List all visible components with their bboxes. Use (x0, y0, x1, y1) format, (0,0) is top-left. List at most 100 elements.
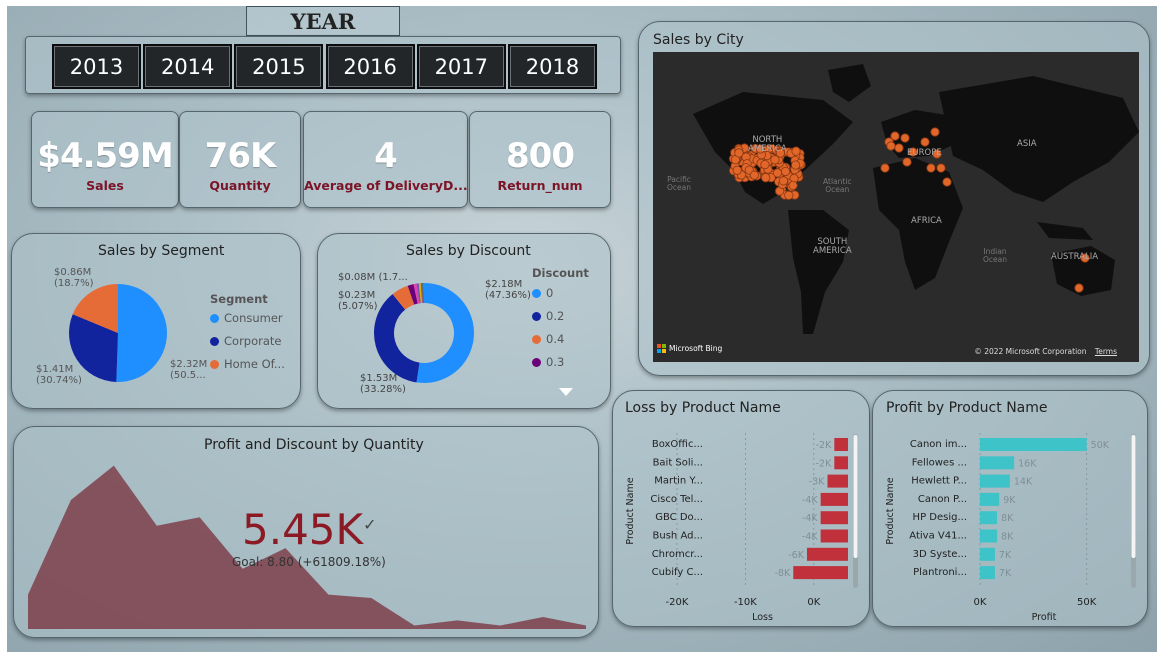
scrollbar-thumb[interactable] (1131, 435, 1136, 558)
city-dot[interactable] (760, 160, 770, 170)
city-dot[interactable] (936, 163, 946, 173)
city-dot[interactable] (732, 165, 742, 175)
city-dot[interactable] (886, 141, 896, 151)
kpi-card-returns[interactable]: 800 Return_num (469, 111, 611, 208)
loss-by-product-panel[interactable]: Loss by Product Name -20K -10K 0K BoxOffic.… (612, 390, 870, 627)
pie-slice-0[interactable] (116, 284, 168, 382)
bar[interactable] (834, 438, 848, 451)
year-button-2017[interactable]: 2017 (416, 44, 506, 89)
legend-item-home-office[interactable]: Home Of... (210, 357, 285, 371)
south-america-shape (788, 210, 849, 334)
legend-scroll-down-icon[interactable] (559, 388, 573, 396)
city-dot[interactable] (900, 133, 910, 143)
city-dot[interactable] (1074, 283, 1084, 293)
year-button-2018[interactable]: 2018 (508, 44, 597, 89)
scrollbar-thumb[interactable] (853, 435, 858, 558)
profit-discount-panel[interactable]: Profit and Discount by Quantity 5.45K✓ G… (13, 426, 599, 638)
bar[interactable] (980, 474, 1010, 488)
bar[interactable] (980, 529, 998, 543)
discount-donut-chart[interactable] (318, 234, 612, 410)
city-dot[interactable] (778, 176, 789, 186)
bar[interactable] (806, 547, 848, 561)
bar[interactable] (980, 438, 1087, 451)
legend-item-0-3[interactable]: 0.3 (532, 355, 564, 369)
city-dots (728, 127, 1090, 293)
city-dot[interactable] (926, 163, 936, 173)
donut-slice-4[interactable] (413, 283, 420, 304)
city-dot[interactable] (761, 173, 771, 183)
city-dot[interactable] (780, 166, 791, 177)
city-dot[interactable] (880, 163, 890, 173)
slice-label-corporate: $1.41M (30.74%) (36, 364, 82, 386)
city-dot[interactable] (734, 148, 744, 158)
city-dot[interactable] (749, 170, 759, 180)
legend-item-0-4[interactable]: 0.4 (532, 332, 564, 346)
city-dot[interactable] (770, 155, 780, 165)
city-dot[interactable] (908, 147, 918, 157)
city-dot[interactable] (791, 146, 801, 156)
year-button-2013[interactable]: 2013 (52, 44, 141, 89)
microsoft-logo-icon (657, 344, 666, 353)
terms-link[interactable]: Terms (1094, 347, 1117, 356)
donut-slice-3[interactable] (407, 284, 418, 305)
city-dot[interactable] (788, 180, 798, 191)
profit-by-product-panel[interactable]: Profit by Product Name 0K 50K Canon im... 5… (872, 390, 1148, 627)
city-dot[interactable] (772, 168, 783, 178)
bar[interactable] (827, 474, 848, 488)
legend-item-consumer[interactable]: Consumer (210, 311, 283, 325)
bar[interactable] (980, 547, 995, 561)
donut-slice-7[interactable] (420, 283, 423, 304)
legend-item-corporate[interactable]: Corporate (210, 334, 282, 348)
bar[interactable] (820, 529, 848, 543)
bar[interactable] (980, 456, 1015, 470)
segment-pie-chart[interactable] (12, 234, 302, 410)
bar[interactable] (820, 492, 848, 506)
sales-by-discount-panel[interactable]: Sales by Discount Discount 0 0.2 0.4 0.3… (317, 233, 611, 409)
y-axis-title: Product Name (885, 477, 896, 544)
city-dot[interactable] (942, 177, 952, 187)
city-dot[interactable] (920, 137, 930, 147)
bar[interactable] (980, 492, 1000, 506)
profit-bar-chart[interactable]: 0K 50K Canon im... 50K Fellowes ... 16K Hewlet… (873, 391, 1149, 628)
bar[interactable] (980, 566, 995, 580)
bar[interactable] (834, 456, 848, 470)
kpi-card-delivery[interactable]: 4 Average of DeliveryD... (303, 111, 468, 208)
world-map[interactable] (653, 52, 1139, 362)
kpi-card-quantity[interactable]: 76K Quantity (179, 111, 301, 208)
sales-by-segment-panel[interactable]: Sales by Segment Segment Consumer Corpor… (11, 233, 301, 409)
kpi-card-sales[interactable]: $4.59M Sales (31, 111, 179, 208)
legend-item-0[interactable]: 0 (532, 286, 553, 300)
bar[interactable] (820, 511, 848, 525)
donut-slice-0[interactable] (416, 283, 475, 383)
donut-slice-5[interactable] (416, 283, 421, 304)
y-category-label: Fellowes ... (912, 457, 967, 468)
year-button-2014[interactable]: 2014 (143, 44, 233, 89)
city-dot[interactable] (755, 144, 765, 154)
donut-slice-2[interactable] (392, 285, 415, 310)
city-dot[interactable] (1080, 253, 1090, 263)
city-dot[interactable] (790, 160, 801, 170)
city-dot[interactable] (930, 127, 940, 137)
loss-bar-chart[interactable]: -20K -10K 0K BoxOffic... -2K Bait Soli... -2K M… (613, 391, 871, 628)
donut-slice-9[interactable] (423, 283, 424, 304)
donut-slice-1[interactable] (374, 294, 420, 383)
map-area[interactable]: NORTH AMERICA EUROPE ASIA AFRICA SOUTH AME… (653, 52, 1139, 362)
bing-logo-text: Microsoft Bing (669, 344, 723, 353)
city-dot[interactable] (902, 157, 912, 167)
year-button-2016[interactable]: 2016 (325, 44, 415, 89)
donut-slice-6[interactable] (418, 283, 422, 304)
pie-slice-2[interactable] (72, 284, 118, 333)
city-dot[interactable] (775, 148, 785, 158)
bar[interactable] (980, 511, 998, 525)
city-dot[interactable] (784, 190, 794, 200)
city-dot[interactable] (894, 143, 904, 153)
pie-slice-1[interactable] (69, 314, 118, 382)
bar[interactable] (793, 566, 848, 580)
donut-slice-8[interactable] (422, 283, 424, 304)
legend-item-0-2[interactable]: 0.2 (532, 309, 564, 323)
sales-by-city-panel[interactable]: Sales by City NORTH AMERICA EUROPE ASIA A… (638, 21, 1150, 376)
year-button-2015[interactable]: 2015 (234, 44, 324, 89)
city-dot[interactable] (890, 131, 900, 141)
profit-area-chart[interactable] (14, 427, 599, 638)
city-dot[interactable] (932, 149, 942, 159)
